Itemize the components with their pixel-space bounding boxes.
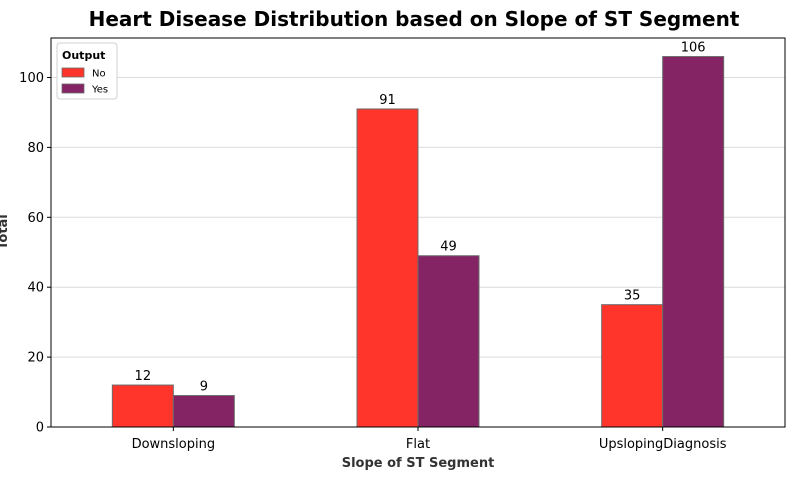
legend-swatch [61, 83, 85, 94]
x-axis-ticks: Downsloping Flat UpslopingDiagnosis [132, 427, 727, 452]
y-tick-label: 40 [27, 281, 44, 296]
bar [662, 56, 725, 428]
legend-swatch [61, 67, 85, 78]
y-axis-label: Total [0, 214, 11, 250]
bar [172, 395, 235, 428]
x-tick-label: UpslopingDiagnosis [599, 437, 727, 452]
bar [417, 255, 480, 428]
bar-value-label: 35 [624, 289, 641, 304]
bar-value-label: 106 [681, 41, 706, 56]
bar-value-label: 49 [440, 240, 457, 255]
y-tick-label: 0 [36, 421, 44, 436]
x-tick-label: Downsloping [132, 437, 216, 452]
y-tick-label: 60 [27, 211, 44, 226]
y-tick-label: 100 [19, 71, 44, 86]
legend-items: No Yes [61, 67, 108, 96]
bar [356, 108, 419, 428]
legend-entry-label: Yes [91, 85, 108, 96]
chart-title: Heart Disease Distribution based on Slop… [89, 7, 740, 31]
y-axis-ticks: 0 20 40 60 80 100 [19, 71, 51, 436]
bar-value-label: 91 [379, 93, 396, 108]
data-labels: 12 9 91 49 35 106 [135, 41, 706, 395]
legend-entry-label: No [92, 69, 106, 80]
legend-title: Output [62, 49, 105, 62]
y-tick-label: 20 [27, 351, 44, 366]
bar [601, 304, 664, 428]
legend: Output No Yes [56, 42, 118, 100]
bar-value-label: 9 [200, 380, 208, 395]
bars [111, 56, 725, 428]
bar-value-label: 12 [135, 369, 152, 384]
x-axis-label: Slope of ST Segment [342, 456, 495, 471]
x-tick-label: Flat [406, 437, 430, 452]
y-tick-label: 80 [27, 141, 44, 156]
bar [111, 384, 174, 428]
